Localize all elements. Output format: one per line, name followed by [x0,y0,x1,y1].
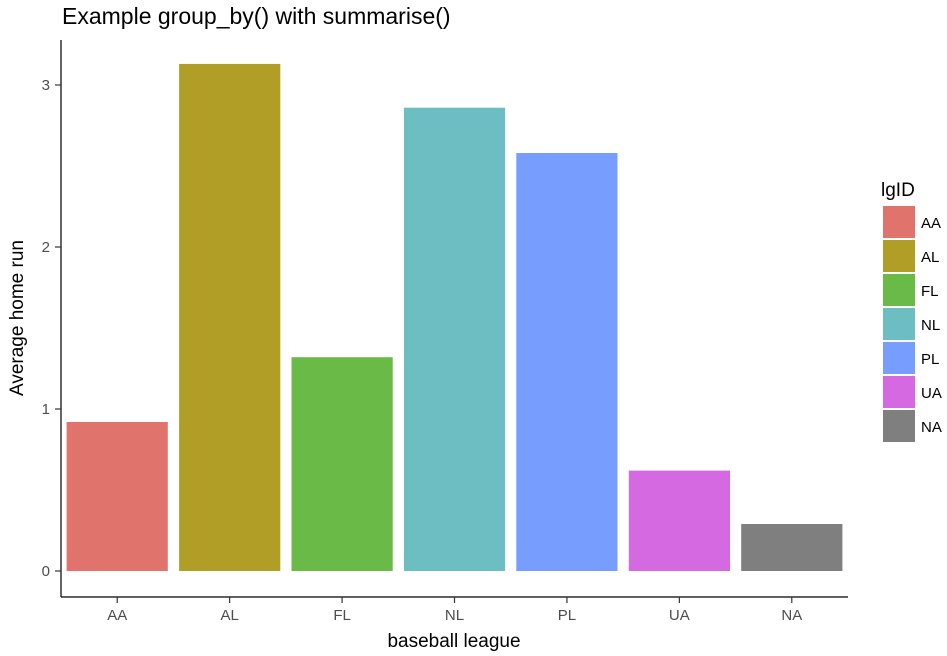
chart-title: Example group_by() with summarise() [62,3,451,29]
legend-swatch-fl [881,272,917,308]
bar-ua [628,470,730,571]
bar-aa [66,422,168,571]
y-axis-title: Average home run [7,240,28,396]
bar-al [179,63,281,572]
legend-swatch-aa [881,204,917,240]
x-axis-title: baseball league [387,631,520,652]
legend-swatch-al [881,238,917,274]
bar-fl [291,357,393,571]
bar-nl [403,107,506,571]
x-ticks: AA AL FL NL PL UA NA [107,597,802,624]
legend-swatch-nl [881,306,917,342]
x-tick-label: AA [107,607,127,624]
x-tick-label: AL [220,607,238,624]
legend-label-ua: UA [921,385,942,402]
legend-label-pl: PL [921,351,939,368]
x-tick-label: PL [558,607,576,624]
legend-label-fl: FL [921,283,939,300]
legend-label-aa: AA [921,215,941,232]
bar-pl [516,153,618,571]
legend-swatch-pl [881,340,917,376]
bars [66,63,843,572]
legend-swatch-na [881,408,917,444]
legend-swatch-ua [881,374,917,410]
legend-title: lgID [881,180,915,201]
y-tick-label: 3 [42,77,50,94]
legend-label-al: AL [921,249,939,266]
x-tick-label: FL [333,607,351,624]
y-tick-label: 2 [42,239,50,256]
legend-items: AA AL FL NL PL UA NA [881,204,942,444]
bar-na [741,524,843,571]
legend-label-na: NA [921,419,942,436]
y-ticks: 0 1 2 3 [42,77,61,580]
legend: lgID AA AL FL NL PL UA NA [881,180,942,444]
x-tick-label: NA [781,607,802,624]
y-tick-label: 1 [42,401,50,418]
y-tick-label: 0 [42,563,50,580]
x-tick-label: NL [445,607,464,624]
x-tick-label: UA [669,607,690,624]
legend-label-nl: NL [921,317,940,334]
